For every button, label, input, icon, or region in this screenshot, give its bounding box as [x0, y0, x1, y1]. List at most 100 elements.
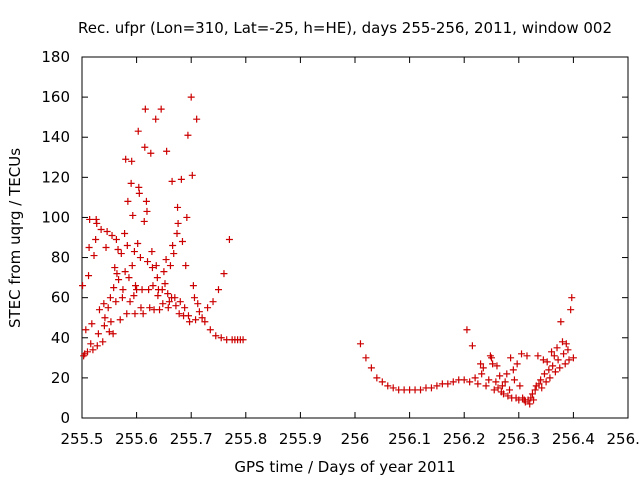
data-point [367, 364, 375, 372]
data-point [100, 322, 108, 330]
data-point [561, 360, 569, 368]
plot-border [81, 56, 629, 419]
data-point [146, 304, 154, 312]
data-point [384, 382, 392, 390]
data-point [134, 240, 142, 248]
data-point [225, 236, 233, 244]
data-point [125, 274, 133, 282]
data-point [121, 268, 129, 276]
data-point [496, 372, 504, 380]
data-point [209, 298, 217, 306]
data-point [378, 378, 386, 386]
data-point [184, 312, 192, 320]
data-point [164, 290, 172, 298]
x-tick-label: 256.1 [388, 430, 431, 448]
data-point [95, 306, 103, 314]
data-point [569, 354, 577, 362]
data-point [108, 231, 116, 239]
data-point [518, 350, 526, 358]
data-point [128, 157, 136, 165]
data-point [567, 306, 575, 314]
data-point [145, 286, 153, 294]
y-axis: 0 20 40 60 80 100 120 140 160 180 [41, 48, 628, 427]
data-point [87, 340, 95, 348]
data-point [85, 244, 93, 252]
data-point [500, 390, 508, 398]
x-tick-label: 256.2 [443, 430, 486, 448]
y-tick-label: 0 [60, 409, 70, 427]
data-point [100, 300, 108, 308]
data-point [538, 384, 546, 392]
data-point [523, 352, 531, 360]
data-point [558, 338, 566, 346]
data-point [548, 348, 556, 356]
data-point [220, 270, 228, 278]
data-point [174, 219, 182, 227]
x-tick-label: 256 [341, 430, 370, 448]
data-point [90, 252, 98, 260]
data-point [479, 364, 487, 372]
data-point [127, 179, 135, 187]
data-point [115, 276, 123, 284]
data-point [103, 227, 111, 235]
data-point [130, 248, 138, 256]
data-point [466, 378, 474, 386]
data-point [531, 386, 539, 394]
data-point [389, 384, 397, 392]
data-point [557, 318, 565, 326]
data-point [173, 229, 181, 237]
data-point [546, 374, 554, 382]
data-point [135, 183, 143, 191]
data-point [112, 298, 120, 306]
data-point [157, 105, 165, 113]
data-point [171, 294, 179, 302]
data-point [163, 147, 171, 155]
data-point [121, 229, 129, 237]
x-axis: 255.5 255.6 255.7 255.8 255.9 256 256.1 256.2 25… [61, 57, 640, 448]
data-point [549, 362, 557, 370]
data-point [170, 250, 178, 258]
data-point [119, 286, 127, 294]
data-point [172, 302, 180, 310]
data-point [239, 336, 247, 344]
data-point [147, 149, 155, 157]
data-point [181, 304, 189, 312]
data-point [503, 370, 511, 378]
data-point [488, 354, 495, 362]
data-point [468, 342, 476, 350]
data-point [152, 115, 160, 123]
data-point [144, 258, 152, 266]
data-point [93, 219, 101, 227]
data-point [526, 400, 534, 408]
data-point [187, 93, 195, 101]
x-axis-label: GPS time / Days of year 2011 [234, 458, 455, 476]
data-point [554, 356, 562, 364]
data-point [550, 352, 558, 360]
data-point [444, 380, 452, 388]
data-point [107, 318, 115, 326]
data-point [545, 366, 553, 374]
data-point [85, 272, 93, 280]
data-point [88, 320, 96, 328]
data-point [449, 378, 457, 386]
data-point [94, 330, 102, 338]
data-point [110, 284, 118, 292]
data-point [97, 225, 105, 233]
data-point [427, 384, 435, 392]
y-tick-label: 40 [51, 329, 70, 347]
data-point [562, 340, 570, 348]
data-point [114, 246, 122, 254]
data-point [130, 292, 138, 300]
data-point [183, 213, 191, 221]
x-tick-label: 256.5 [607, 430, 640, 448]
y-tick-label: 180 [41, 48, 70, 66]
data-point [510, 376, 518, 384]
data-point [204, 304, 212, 312]
data-point [79, 282, 87, 290]
y-tick-label: 80 [51, 249, 70, 267]
data-point [105, 328, 113, 336]
data-point [482, 382, 490, 390]
data-point [153, 274, 161, 282]
data-point [471, 374, 479, 382]
data-point [463, 326, 471, 334]
